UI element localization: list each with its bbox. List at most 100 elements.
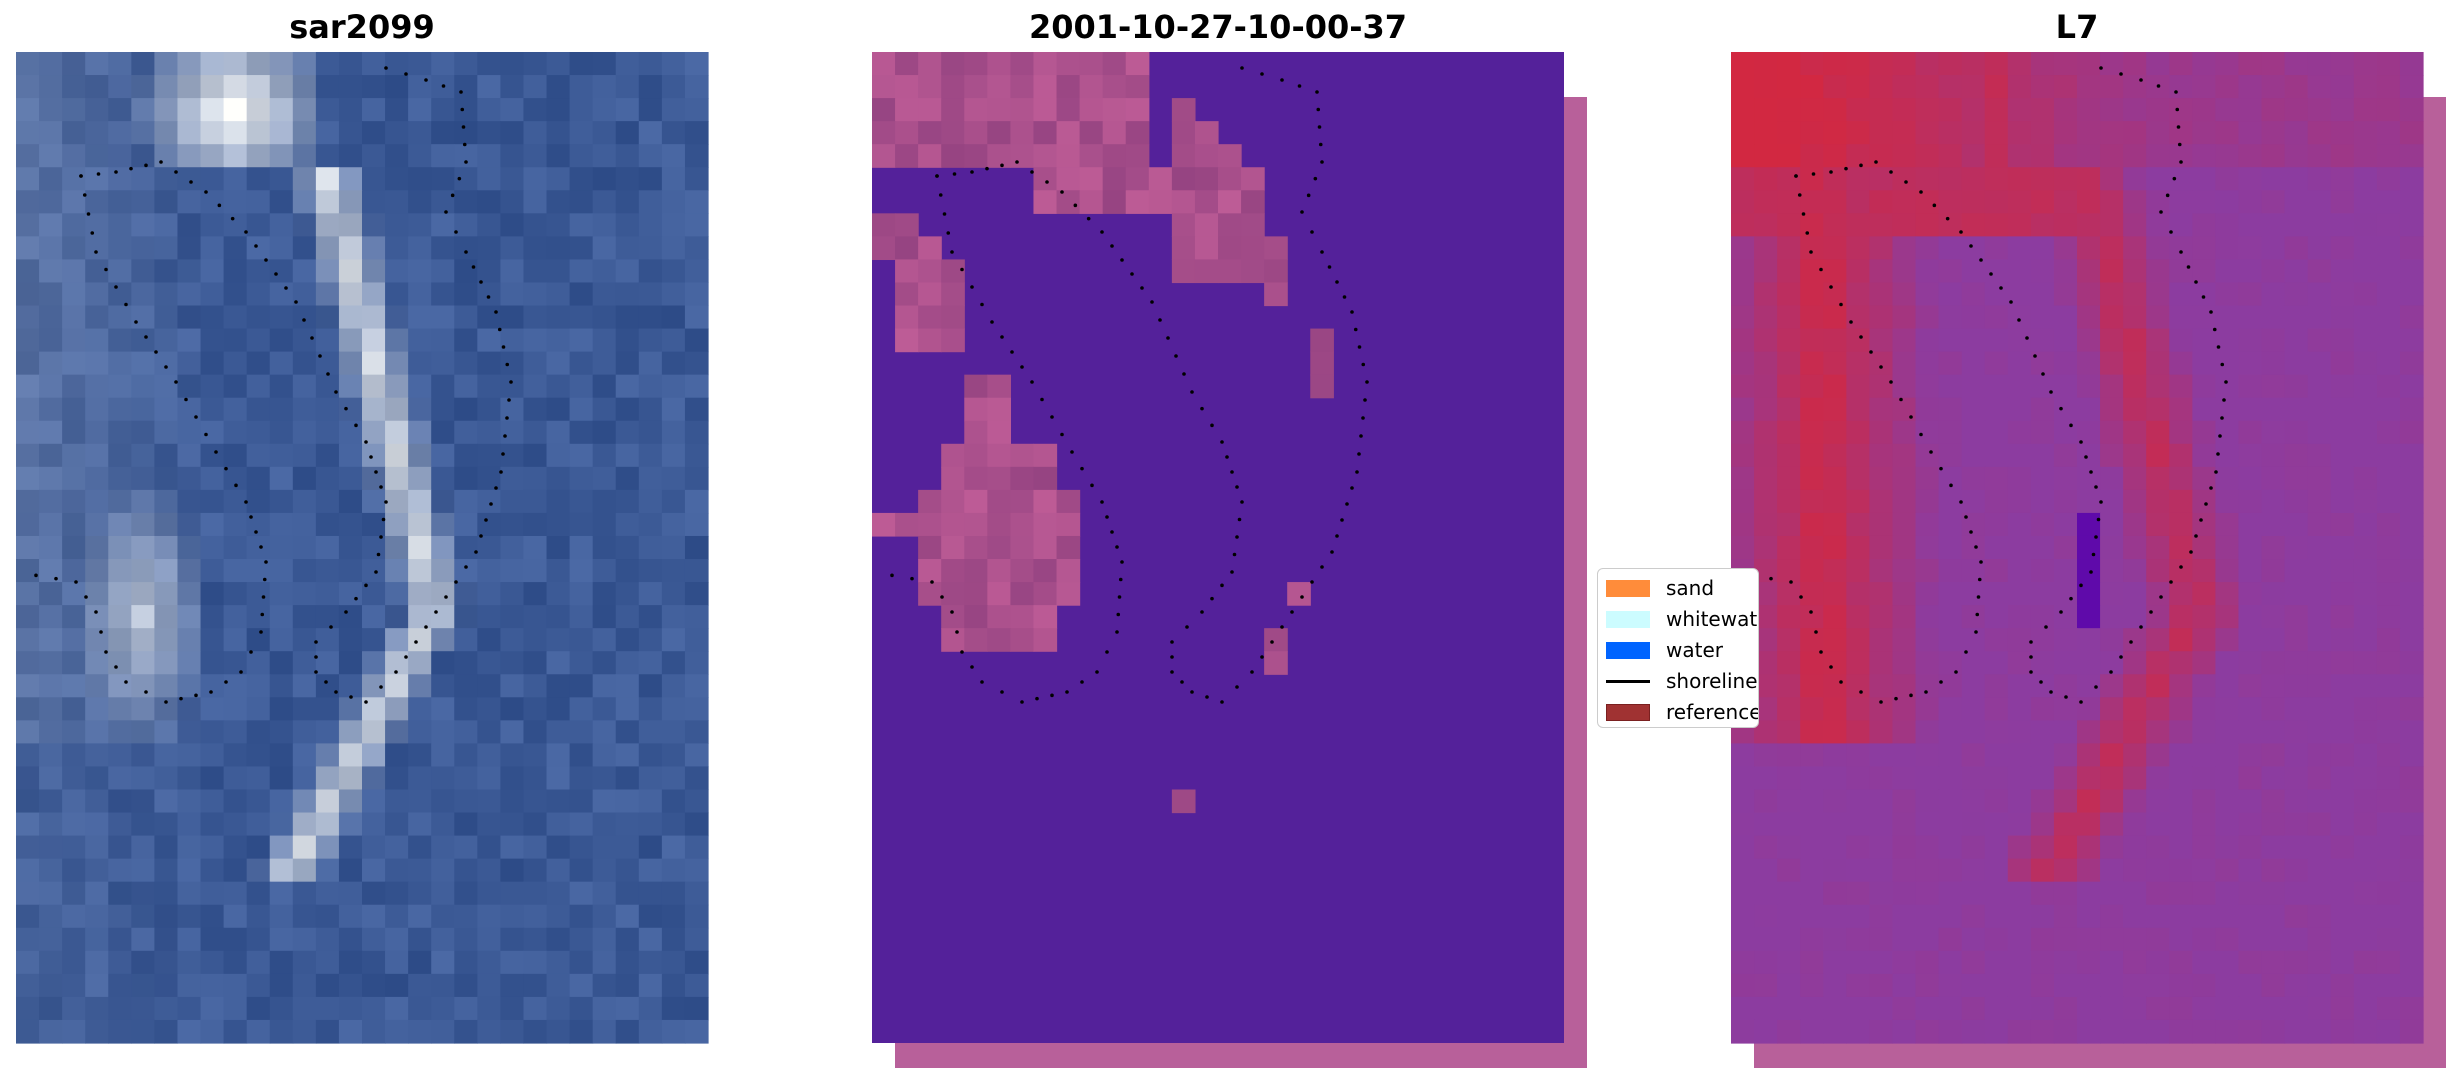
shoreline-point <box>1811 172 1816 176</box>
class-cell <box>1010 535 1035 560</box>
pixel-cell <box>108 443 132 468</box>
pixel-cell <box>500 52 525 76</box>
pixel-cell <box>615 512 640 537</box>
index-cell <box>1892 651 1917 675</box>
pixel-cell <box>246 374 271 399</box>
class-cell <box>1310 351 1334 376</box>
pixel-cell <box>477 697 501 721</box>
pixel-cell <box>661 466 686 491</box>
index-cell <box>2307 812 2332 837</box>
index-cell <box>1915 559 1940 583</box>
index-cell <box>2307 328 2332 353</box>
index-cell <box>2146 466 2170 491</box>
index-cell <box>2353 420 2378 445</box>
index-cell <box>1777 743 1801 768</box>
shoreline-point <box>144 163 148 168</box>
index-cell <box>1823 628 1847 652</box>
pixel-cell <box>477 466 501 491</box>
class-cell <box>964 374 988 399</box>
pixel-cell <box>315 351 340 376</box>
pixel-cell <box>108 927 132 952</box>
pixel-cell <box>385 582 409 606</box>
index-cell <box>2353 443 2378 468</box>
pixel-cell <box>385 213 409 237</box>
index-cell <box>2146 766 2170 791</box>
pixel-cell <box>269 121 294 145</box>
pixel-cell <box>592 973 617 998</box>
index-cell <box>1984 351 2009 376</box>
shoreline-point <box>946 231 951 235</box>
class-cell <box>1033 167 1058 191</box>
pixel-cell <box>16 75 40 99</box>
shoreline-point <box>1158 318 1162 322</box>
index-cell <box>1938 443 1963 468</box>
pixel-cell <box>684 835 709 860</box>
index-cell <box>2307 651 2332 675</box>
pixel-cell <box>39 789 63 814</box>
index-cell <box>2100 835 2124 860</box>
pixel-cell <box>500 720 525 744</box>
pixel-cell <box>85 351 109 376</box>
pixel-cell <box>177 766 202 791</box>
pixel-cell <box>246 651 271 675</box>
pixel-cell <box>477 743 501 768</box>
index-cell <box>1984 697 2009 721</box>
shoreline-point <box>1000 163 1004 168</box>
shoreline-point <box>444 595 448 599</box>
index-cell <box>2007 973 2032 998</box>
class-cell <box>1102 190 1127 214</box>
index-cell <box>1846 75 1870 99</box>
index-cell <box>2307 1019 2332 1044</box>
pixel-cell <box>108 881 132 906</box>
index-cell <box>2146 443 2170 468</box>
pixel-cell <box>523 259 548 284</box>
pixel-cell <box>154 559 179 583</box>
class-cell <box>1033 144 1058 168</box>
index-cell <box>2077 397 2101 422</box>
index-cell <box>1869 973 1894 998</box>
index-cell <box>2353 75 2378 99</box>
index-cell <box>2330 374 2355 399</box>
index-cell <box>1823 720 1847 744</box>
pixel-cell <box>546 466 571 491</box>
shoreline-point <box>314 670 318 674</box>
index-cell <box>2261 282 2286 307</box>
index-cell <box>1938 674 1963 698</box>
pixel-cell <box>292 305 317 330</box>
pixel-cell <box>269 697 294 721</box>
shoreline-point <box>334 690 338 694</box>
index-cell <box>2376 190 2401 214</box>
index-cell <box>2053 1019 2078 1044</box>
index-cell <box>2353 236 2378 261</box>
pixel-cell <box>385 881 409 906</box>
class-cell <box>895 121 919 145</box>
index-cell <box>2261 213 2286 237</box>
index-cell <box>1731 259 1755 284</box>
index-cell <box>2192 328 2216 353</box>
index-cell <box>1754 305 1778 330</box>
index-cell <box>2169 674 2193 698</box>
index-cell <box>2053 167 2078 191</box>
index-cell <box>1915 858 1940 883</box>
shoreline-point <box>334 390 338 394</box>
index-cell <box>2007 697 2032 721</box>
shoreline-point <box>1977 577 1982 582</box>
shoreline-point <box>134 320 138 324</box>
shoreline-point <box>94 250 98 254</box>
pixel-cell <box>269 466 294 491</box>
index-cell <box>1754 75 1778 99</box>
index-cell <box>1777 213 1801 237</box>
index-cell <box>2307 374 2332 399</box>
pixel-cell <box>408 789 432 814</box>
pixel-cell <box>408 743 432 768</box>
pixel-cell <box>108 144 132 168</box>
index-cell <box>2353 328 2378 353</box>
pixel-cell <box>315 259 340 284</box>
pixel-cell <box>477 190 501 214</box>
shoreline-point <box>354 423 358 428</box>
pixel-cell <box>592 121 617 145</box>
pixel-cell <box>385 720 409 744</box>
pixel-cell <box>154 766 179 791</box>
pixel-cell <box>684 881 709 906</box>
index-cell <box>2353 397 2378 422</box>
